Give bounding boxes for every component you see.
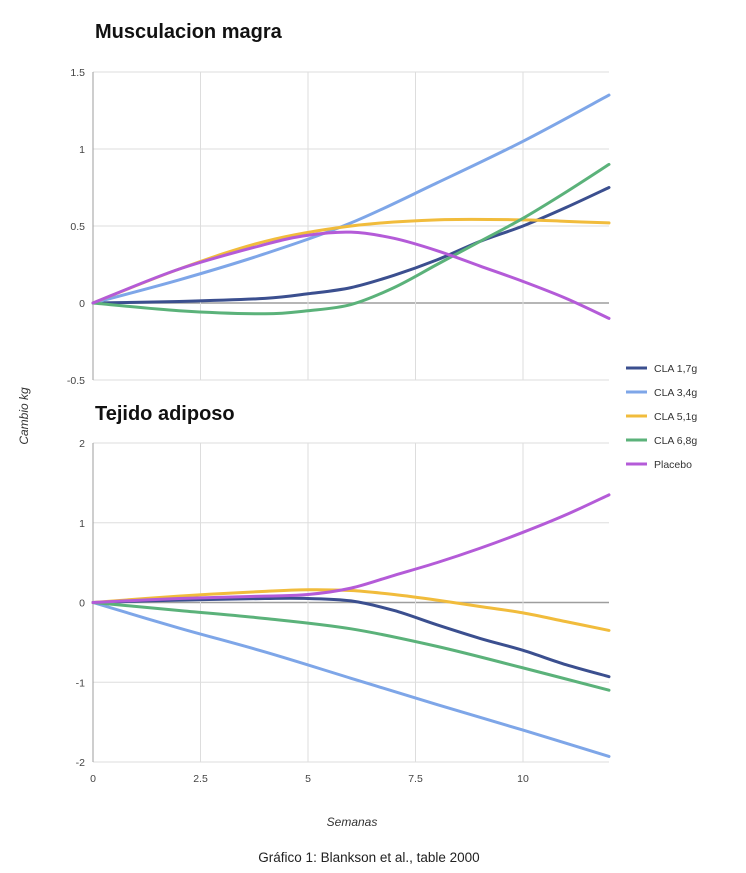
legend-item-label: CLA 5,1g [654,411,697,423]
x-tick-label: 10 [517,773,529,785]
legend-item-label: CLA 3,4g [654,387,697,399]
legend-item-label: CLA 6,8g [654,435,697,447]
x-tick-label: 0 [90,773,96,785]
top-series-line-cla-6-8g [91,162,611,316]
x-tick-label: 5 [305,773,311,785]
top-y-tick-label: 0.5 [70,221,85,233]
top-series-line-cla-3-4g [91,93,611,305]
top-y-tick-label: 1.5 [70,67,85,79]
x-axis-ticks: 0 2.5 5 7.5 10 [90,773,529,785]
legend-item-label: CLA 1,7g [654,363,697,375]
top-y-tick-label: 1 [79,144,85,156]
panel-bottom: Tejido adiposo 2 1 0 -1 -2 [76,403,611,769]
bottom-y-tick-label: 1 [79,518,85,530]
bottom-y-tick-label: -1 [76,677,85,689]
bottom-series-line-cla-1-7g [91,596,611,679]
top-series-line-cla-1-7g [91,186,611,305]
bottom-y-tick-label: 0 [79,598,85,610]
bottom-series-line-cla-6-8g [91,601,611,692]
top-y-tick-label: 0 [79,298,85,310]
top-y-tick-label: -0.5 [67,375,85,387]
panel-top-plot: 1.5 1 0.5 0 -0.5 [67,67,611,387]
x-tick-label: 2.5 [193,773,208,785]
top-series-line-placebo [91,230,611,320]
bottom-series-line-cla-5-1g [91,588,611,632]
bottom-y-tick-label: -2 [76,757,85,769]
x-tick-label: 7.5 [408,773,423,785]
legend: CLA 1,7g CLA 3,4g CLA 5,1g CLA 6,8g Placebo [626,363,697,471]
panel-top-title: Musculacion magra [95,21,283,43]
panel-bottom-title: Tejido adiposo [95,403,235,425]
chart-caption: Gráfico 1: Blankson et al., table 2000 [258,850,479,865]
panel-top: Musculacion magra 1.5 1 0.5 0 -0.5 [67,21,611,387]
bottom-series-line-cla-3-4g [91,601,611,758]
x-axis-label: Semanas [327,815,378,829]
bottom-series-line-placebo [91,493,611,604]
panel-bottom-plot: 2 1 0 -1 -2 [76,438,611,769]
bottom-y-tick-label: 2 [79,438,85,450]
y-axis-label: Cambio kg [17,387,31,445]
legend-item-label: Placebo [654,459,692,471]
